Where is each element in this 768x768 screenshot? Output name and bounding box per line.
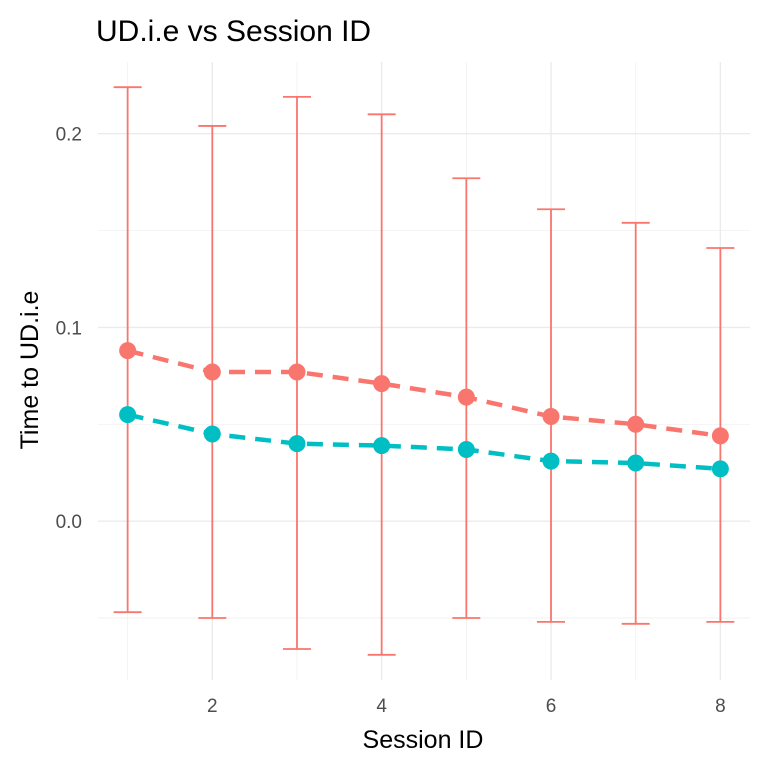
y-axis-ticks: 0.0 0.1 0.2 <box>56 125 82 533</box>
grid <box>98 62 750 680</box>
data-point <box>457 388 475 406</box>
data-point <box>119 406 137 424</box>
data-point <box>542 452 560 470</box>
data-point <box>288 435 306 453</box>
data-point <box>711 427 729 445</box>
series-lines <box>127 348 721 472</box>
data-point <box>711 460 729 478</box>
data-point <box>627 415 645 433</box>
chart-title: UD.i.e vs Session ID <box>96 15 371 48</box>
x-tick-label: 2 <box>207 696 218 717</box>
data-point <box>203 363 221 381</box>
data-point <box>627 454 645 472</box>
data-point <box>373 375 391 393</box>
data-point <box>542 408 560 426</box>
y-tick-label: 0.1 <box>56 318 82 339</box>
y-axis-title: Time to UD.i.e <box>16 291 44 450</box>
x-tick-label: 4 <box>376 696 387 717</box>
data-point <box>373 437 391 455</box>
x-axis-ticks: 2 4 6 8 <box>207 696 726 717</box>
y-tick-label: 0.0 <box>56 512 82 533</box>
data-point <box>457 440 475 458</box>
data-point <box>203 425 221 443</box>
x-tick-label: 8 <box>715 696 726 717</box>
x-tick-label: 6 <box>546 696 557 717</box>
data-point <box>288 363 306 381</box>
data-point <box>119 342 137 360</box>
series-line <box>127 412 721 472</box>
y-tick-label: 0.2 <box>56 125 82 146</box>
series-points <box>119 342 729 478</box>
x-axis-title: Session ID <box>363 726 484 754</box>
series-line <box>127 348 721 439</box>
